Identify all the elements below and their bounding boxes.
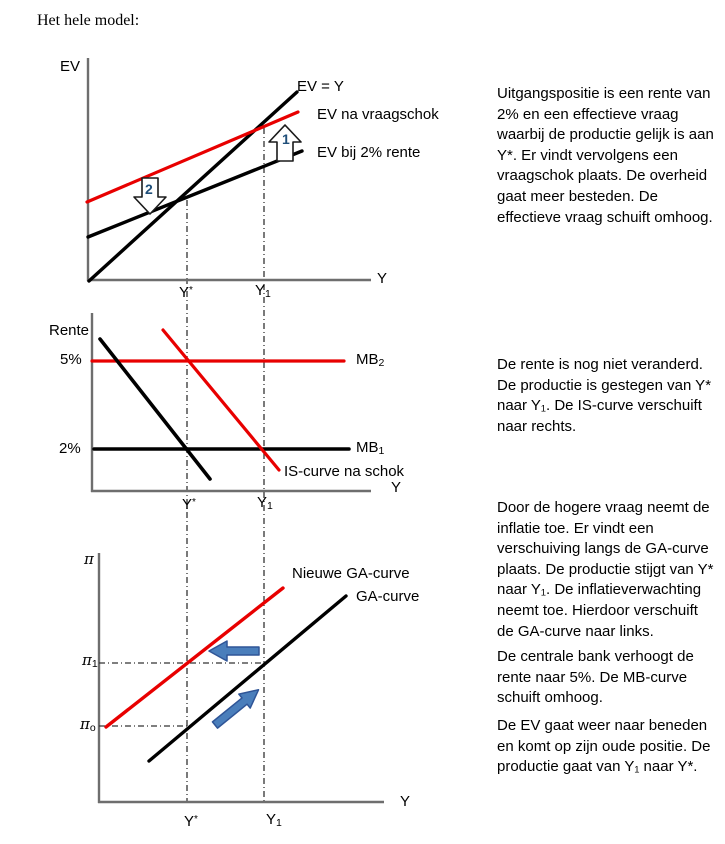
ev-2pct-line <box>86 149 304 239</box>
ga-x-axis-label: Y <box>400 793 411 810</box>
ismb-chart-axes <box>90 313 371 493</box>
ev-equals-y-label: EV = Y <box>297 78 344 95</box>
up-right-move-arrow <box>211 689 260 729</box>
ga-chart-curves <box>104 586 348 763</box>
new-ga-label: Nieuwe GA-curve <box>292 565 410 582</box>
left-shift-arrow <box>208 640 260 662</box>
ev-chart-axes <box>86 58 371 282</box>
rate-2pct-label: 2% <box>59 440 81 457</box>
note-centrale-bank: De centrale bank verhoogt de rente naar … <box>497 648 694 707</box>
pi-axis-label: π <box>84 550 94 568</box>
new-ga-line <box>104 586 285 729</box>
ga-chart-shift-arrows <box>208 640 260 729</box>
page-title: Het hele model: <box>37 12 140 29</box>
ismb-tick-ystar: Y* <box>182 496 196 513</box>
ev-shock-label: EV na vraagschok <box>317 106 439 123</box>
ev-chart-curves <box>85 90 304 283</box>
rate-5pct-label: 5% <box>60 351 82 368</box>
note-ev-terug: De EV gaat weer naar beneden en komt op … <box>497 717 711 776</box>
ga-tick-ystar: Y* <box>184 813 198 830</box>
ga-chart-guides <box>99 662 266 727</box>
up-block-arrow <box>268 124 302 162</box>
ismb-chart-curves <box>90 328 351 481</box>
ev-chart-step-arrows <box>133 124 302 215</box>
is-line <box>98 337 212 481</box>
ev-equals-y-line <box>87 90 299 283</box>
ismb-tick-y1: Y1 <box>257 494 273 513</box>
guide-lines <box>186 128 265 802</box>
note-uitgangspositie: Uitgangspositie is een rente van 2% en e… <box>497 85 714 226</box>
ev-2pct-label: EV bij 2% rente <box>317 144 421 161</box>
step-1-number: 1 <box>282 131 290 147</box>
ismb-x-axis-label: Y <box>391 479 402 496</box>
ga-line <box>147 594 348 763</box>
ga-label: GA-curve <box>356 588 420 605</box>
step-2-number: 2 <box>145 181 153 197</box>
pi1-label: π1 <box>82 651 98 670</box>
ev-tick-y1: Y1 <box>255 282 271 301</box>
is-shock-line <box>161 328 281 472</box>
ev-shock-line <box>85 110 300 204</box>
ev-x-axis-label: Y <box>377 270 388 287</box>
mb2-label: MB2 <box>356 351 385 370</box>
ga-chart-axes <box>97 553 384 804</box>
note-rente-ongewijzigd: De rente is nog niet veranderd. De produ… <box>497 356 712 435</box>
is-shock-label: IS-curve na schok <box>284 463 405 480</box>
down-block-arrow <box>133 177 167 215</box>
ga-tick-y1: Y1 <box>266 811 282 830</box>
ev-tick-ystar: Y* <box>179 284 193 301</box>
mb1-label: MB1 <box>356 439 385 458</box>
ev-axis-label: EV <box>60 58 81 75</box>
rente-axis-label: Rente <box>49 322 90 339</box>
pi0-label: πo <box>80 715 96 734</box>
note-inflatie-stijgt: Door de hogere vraag neemt de inflatie t… <box>497 499 714 640</box>
